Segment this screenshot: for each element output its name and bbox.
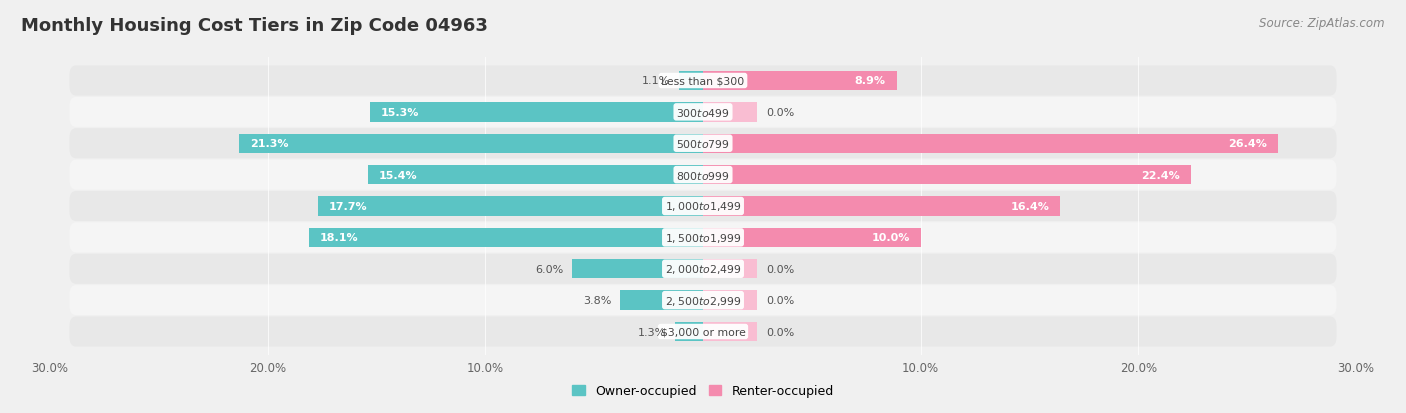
Bar: [239, 134, 703, 154]
Text: 16.4%: 16.4%: [1011, 202, 1049, 211]
Text: 8.9%: 8.9%: [855, 76, 886, 86]
Text: $2,500 to $2,999: $2,500 to $2,999: [665, 294, 741, 307]
Bar: [679, 71, 703, 91]
Text: 1.1%: 1.1%: [643, 76, 671, 86]
Text: 10.0%: 10.0%: [872, 233, 910, 243]
FancyBboxPatch shape: [69, 160, 1337, 190]
Text: 0.0%: 0.0%: [766, 327, 794, 337]
Text: 15.3%: 15.3%: [381, 108, 419, 118]
Text: 0.0%: 0.0%: [766, 295, 794, 305]
Text: 22.4%: 22.4%: [1142, 170, 1180, 180]
Bar: [703, 197, 1060, 216]
Text: 0.0%: 0.0%: [766, 264, 794, 274]
Bar: [318, 197, 703, 216]
Text: 0.0%: 0.0%: [766, 108, 794, 118]
FancyBboxPatch shape: [69, 285, 1337, 316]
Text: 21.3%: 21.3%: [250, 139, 288, 149]
FancyBboxPatch shape: [69, 317, 1337, 347]
Text: $1,000 to $1,499: $1,000 to $1,499: [665, 200, 741, 213]
Bar: [309, 228, 703, 247]
Text: $800 to $999: $800 to $999: [676, 169, 730, 181]
Text: 6.0%: 6.0%: [536, 264, 564, 274]
Text: Monthly Housing Cost Tiers in Zip Code 04963: Monthly Housing Cost Tiers in Zip Code 0…: [21, 17, 488, 34]
FancyBboxPatch shape: [69, 129, 1337, 159]
Text: $2,000 to $2,499: $2,000 to $2,499: [665, 263, 741, 275]
FancyBboxPatch shape: [69, 254, 1337, 284]
Bar: [703, 322, 758, 342]
Text: 18.1%: 18.1%: [319, 233, 359, 243]
Text: Less than $300: Less than $300: [661, 76, 745, 86]
Bar: [703, 134, 1278, 154]
FancyBboxPatch shape: [69, 192, 1337, 221]
Text: $3,000 or more: $3,000 or more: [661, 327, 745, 337]
Bar: [368, 166, 703, 185]
Text: Source: ZipAtlas.com: Source: ZipAtlas.com: [1260, 17, 1385, 29]
Text: 17.7%: 17.7%: [329, 202, 367, 211]
Bar: [703, 166, 1191, 185]
Bar: [572, 259, 703, 279]
FancyBboxPatch shape: [69, 97, 1337, 128]
Bar: [703, 71, 897, 91]
Bar: [703, 259, 758, 279]
Text: $500 to $799: $500 to $799: [676, 138, 730, 150]
Bar: [703, 103, 758, 122]
Text: 26.4%: 26.4%: [1227, 139, 1267, 149]
Bar: [675, 322, 703, 342]
Bar: [370, 103, 703, 122]
Bar: [620, 291, 703, 310]
Bar: [703, 228, 921, 247]
Text: 15.4%: 15.4%: [378, 170, 418, 180]
FancyBboxPatch shape: [69, 66, 1337, 96]
FancyBboxPatch shape: [69, 223, 1337, 253]
Legend: Owner-occupied, Renter-occupied: Owner-occupied, Renter-occupied: [568, 380, 838, 403]
Bar: [703, 291, 758, 310]
Text: $1,500 to $1,999: $1,500 to $1,999: [665, 231, 741, 244]
Text: 3.8%: 3.8%: [583, 295, 612, 305]
Text: 1.3%: 1.3%: [638, 327, 666, 337]
Text: $300 to $499: $300 to $499: [676, 107, 730, 119]
